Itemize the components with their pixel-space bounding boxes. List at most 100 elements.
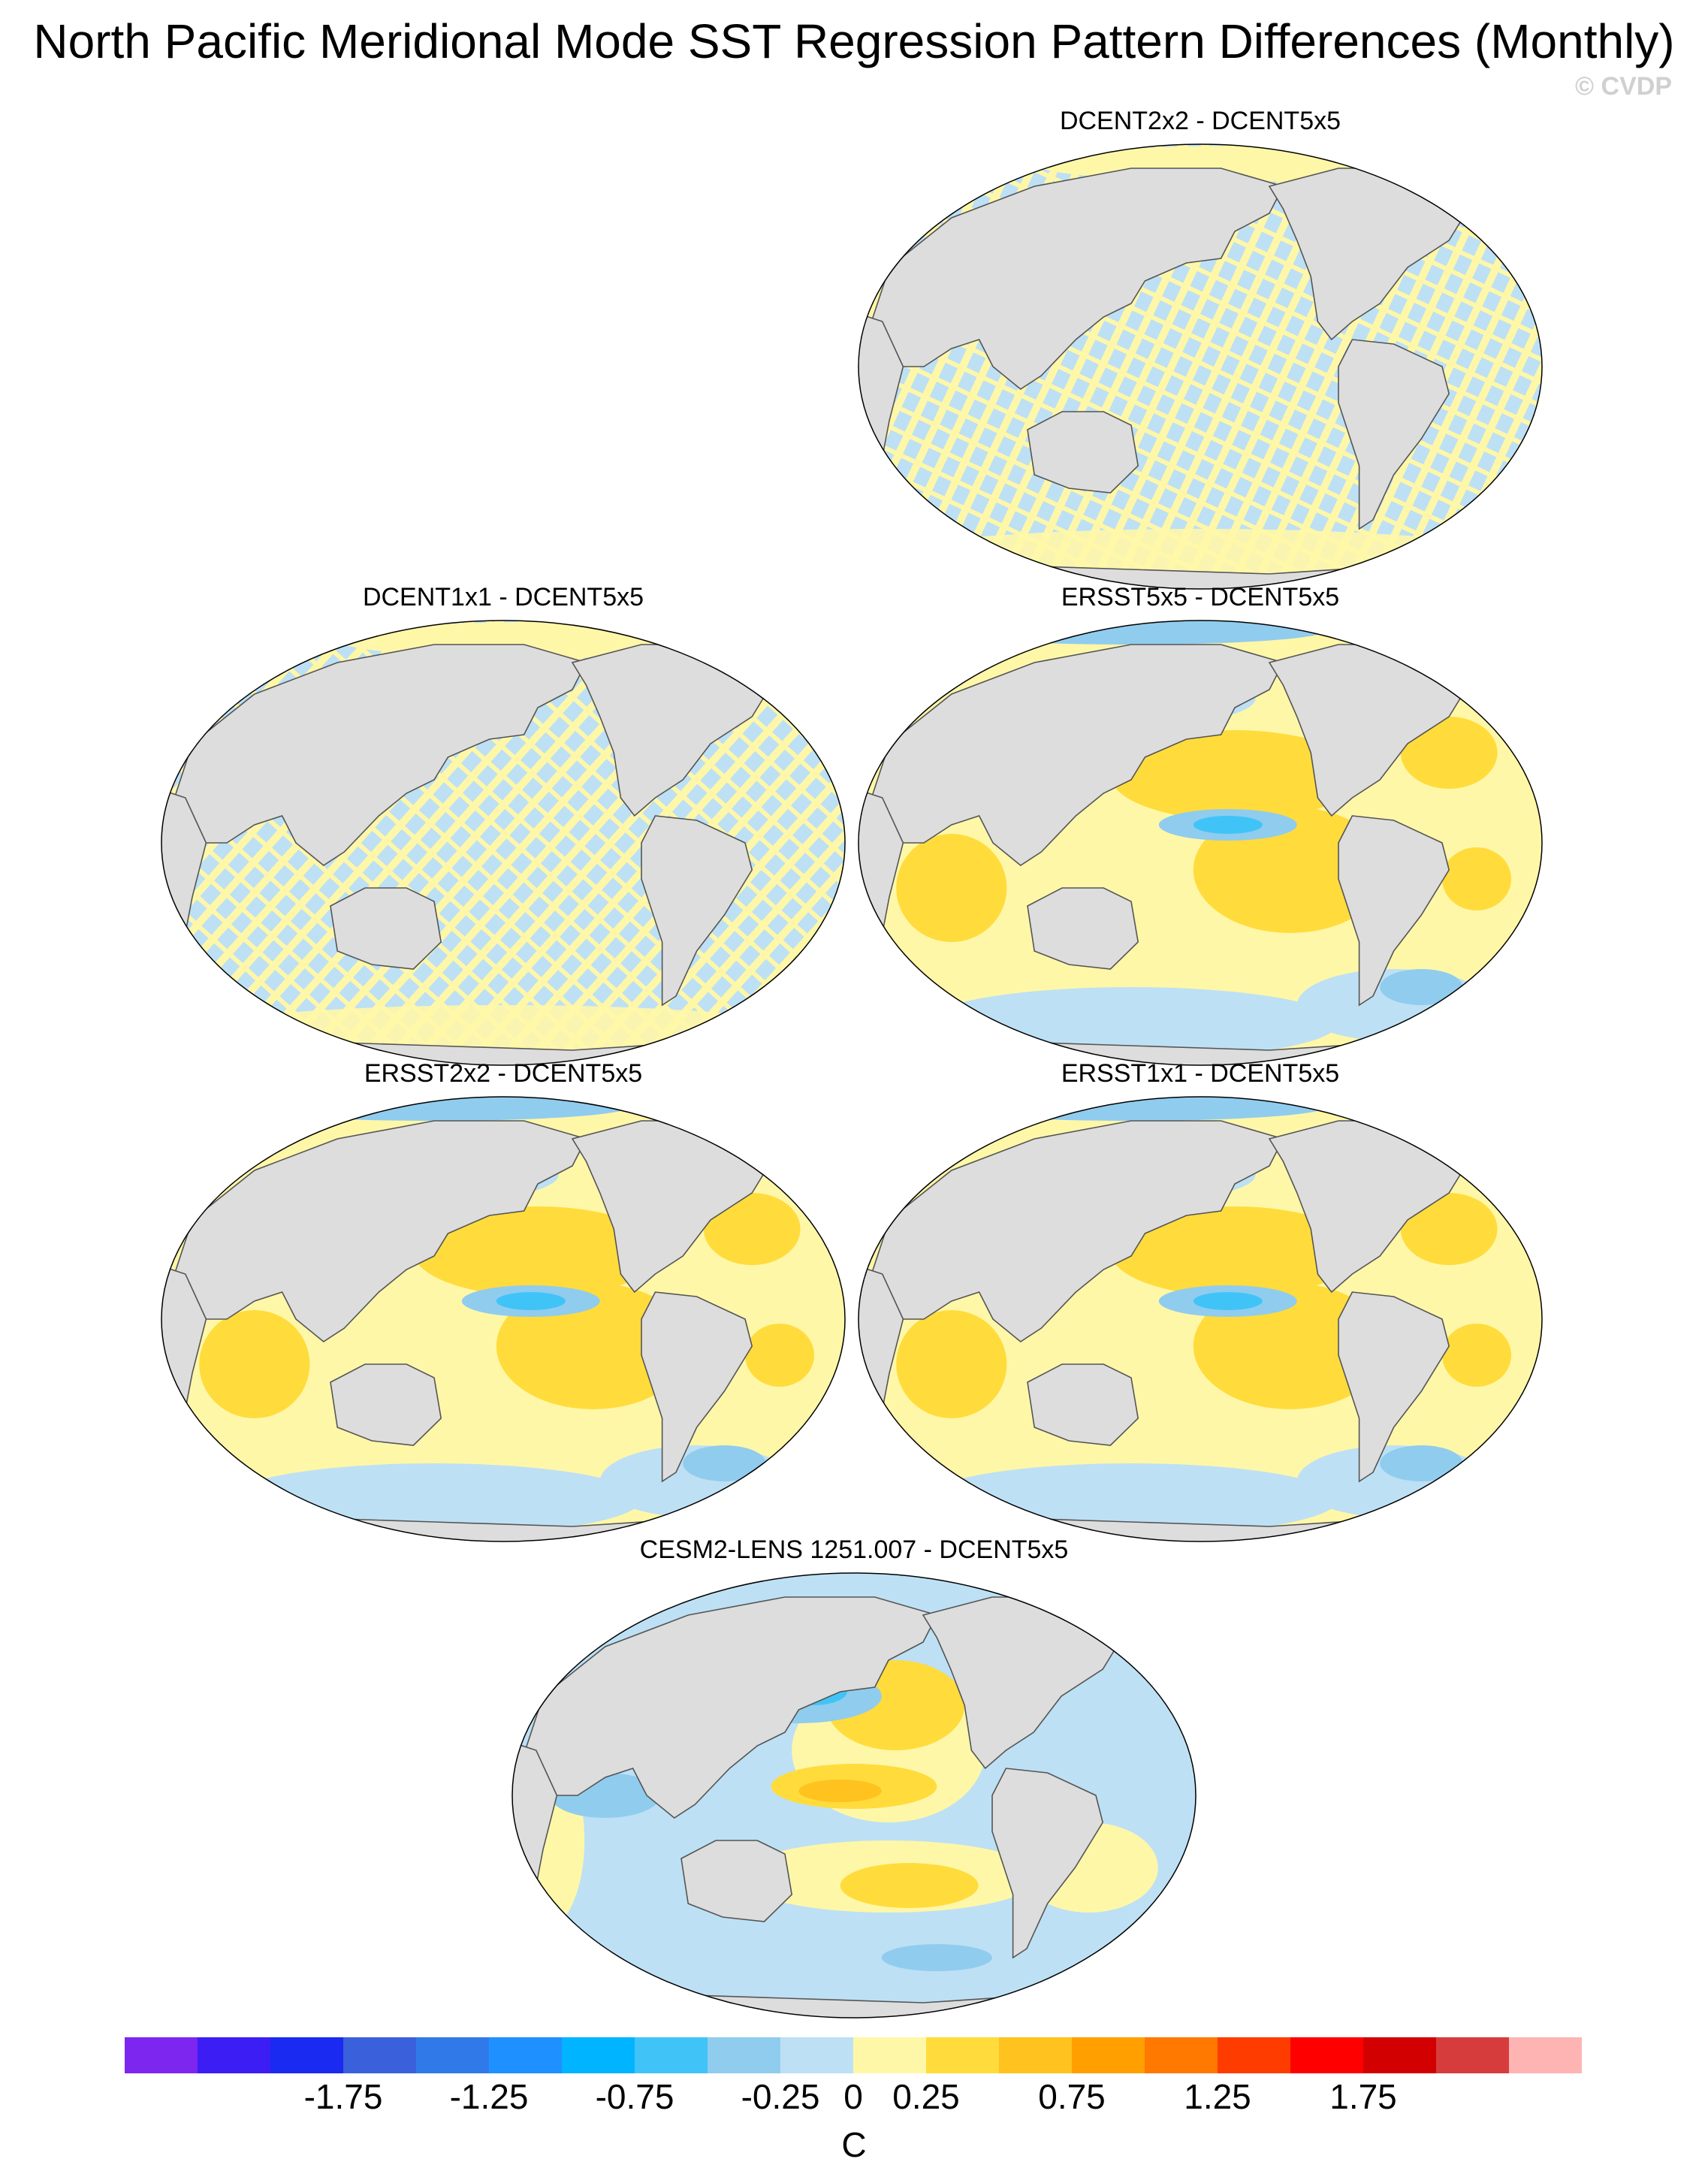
cvdp-watermark: © CVDP [1575,72,1672,101]
sst-anomaly-region [1400,1193,1498,1265]
landmass-australia [1027,411,1139,494]
sst-anomaly-region [413,1206,662,1297]
colorbar-swatch [1363,2037,1437,2073]
colorbar-swatch [1072,2037,1145,2073]
colorbar-swatch [1290,2037,1364,2073]
landmass-australia [1027,1363,1139,1446]
map-panel-ersst2x2: ERSST2x2 - DCENT5x5 [158,1059,849,1547]
sst-anomaly-region [896,1310,1007,1418]
landmass-asia [868,168,1284,390]
landmass-asia [868,1120,1284,1342]
sst-anomaly-region [1110,1206,1359,1297]
world-map [511,1572,1197,2018]
landmass-samerica [1338,1291,1450,1483]
world-map [858,620,1543,1066]
landmass-greenland [1046,1578,1145,1625]
colorbar-swatch [926,2037,1000,2073]
landmass-asia [170,644,587,866]
panel-title: ERSST1x1 - DCENT5x5 [1061,1059,1340,1088]
map-border [511,1572,1197,2018]
landmass-asia [521,1596,938,1819]
colorbar-tick-label: -1.75 [303,2077,383,2116]
colorbar-tick-label: 1.25 [1184,2077,1251,2116]
sst-anomaly-region [1442,847,1511,910]
sst-anomaly-region [1110,730,1359,820]
colorbar-swatch [489,2037,563,2073]
colorbar-swatch [708,2037,781,2073]
sst-anomaly-region [840,1863,979,1908]
world-map [858,1096,1543,1542]
colorbar-tick-label: -0.75 [595,2077,674,2116]
landmass-australia [330,1363,442,1446]
panel-title: ERSST2x2 - DCENT5x5 [364,1059,643,1088]
sst-anomaly-region [881,1944,992,1971]
colorbar-tick-label: -0.25 [741,2077,820,2116]
panel-title: DCENT2x2 - DCENT5x5 [1059,107,1341,135]
landmass-asia [170,1120,587,1342]
sst-anomaly-region [937,620,1325,645]
landmass-greenland [696,626,795,672]
landmass-samerica [1338,339,1450,530]
map-border [858,1096,1543,1542]
colorbar-swatch [635,2037,708,2073]
world-map [858,143,1543,590]
sst-anomaly-region [937,1097,1325,1121]
sst-anomaly-region [199,1310,310,1418]
colorbar-tick-label: 0.75 [1038,2077,1106,2116]
map-panel-dcent2x2: DCENT2x2 - DCENT5x5 [855,107,1546,595]
landmass-greenland [1393,149,1492,196]
landmass-samerica [641,1291,753,1483]
map-border [858,143,1543,590]
map-panel-ersst1x1: ERSST1x1 - DCENT5x5 [855,1059,1546,1547]
sst-anomaly-region [1193,816,1263,834]
landmass-asia [868,644,1284,866]
colorbar-swatch [853,2037,927,2073]
colorbar-swatch [780,2037,854,2073]
colorbar-tick-label: -1.25 [449,2077,529,2116]
colorbar-swatch [198,2037,271,2073]
map-panel-cesm2-lens: CESM2-LENS 1251.007 - DCENT5x5 [508,1535,1200,2024]
sst-anomaly-region [798,1780,882,1802]
colorbar-swatch [343,2037,417,2073]
landmass-greenland [696,1102,795,1149]
panel-title: CESM2-LENS 1251.007 - DCENT5x5 [639,1535,1069,1564]
sst-anomaly-region [496,1292,566,1310]
colorbar-tick-label: 1.75 [1329,2077,1397,2116]
world-map [161,620,846,1066]
sst-anomaly-region [683,1445,766,1481]
landmass-samerica [641,815,753,1007]
sst-anomaly-region [1380,969,1463,1005]
landmass-samerica [1338,815,1450,1007]
sst-anomaly-region [1442,1324,1511,1387]
sst-anomaly-region [240,1097,628,1121]
world-map [161,1096,846,1542]
map-panel-dcent1x1: DCENT1x1 - DCENT5x5 [158,583,849,1071]
colorbar-units: C [841,2125,867,2164]
panel-title: DCENT1x1 - DCENT5x5 [362,583,644,611]
landmass-greenland [1393,626,1492,672]
colorbar-swatch [125,2037,198,2073]
landmass-samerica [991,1768,1104,1959]
panel-title: ERSST5x5 - DCENT5x5 [1061,583,1340,611]
colorbar-swatch [416,2037,490,2073]
sst-anomaly-region [703,1193,801,1265]
sst-anomaly-region [1400,717,1498,789]
colorbar [125,2037,1582,2073]
colorbar-swatch [1218,2037,1291,2073]
colorbar-swatch [999,2037,1073,2073]
landmass-australia [680,1840,793,1922]
colorbar-swatch [562,2037,635,2073]
colorbar-tick-label: 0 [843,2077,863,2116]
sst-anomaly-region [1380,1445,1463,1481]
colorbar-swatch [1145,2037,1218,2073]
colorbar-tick-label: 0.25 [892,2077,960,2116]
map-panel-ersst5x5: ERSST5x5 - DCENT5x5 [855,583,1546,1071]
map-border [161,1096,846,1542]
colorbar-swatch [1436,2037,1510,2073]
sst-anomaly-region [745,1324,814,1387]
sst-anomaly-region [1193,1292,1263,1310]
map-border [161,620,846,1066]
landmass-australia [1027,887,1139,970]
colorbar-swatch [1509,2037,1582,2073]
map-border [858,620,1543,1066]
